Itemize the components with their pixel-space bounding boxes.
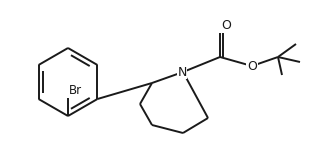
Text: O: O — [221, 19, 231, 32]
Text: O: O — [247, 60, 257, 73]
Text: N: N — [177, 65, 187, 78]
Text: Br: Br — [69, 84, 82, 97]
